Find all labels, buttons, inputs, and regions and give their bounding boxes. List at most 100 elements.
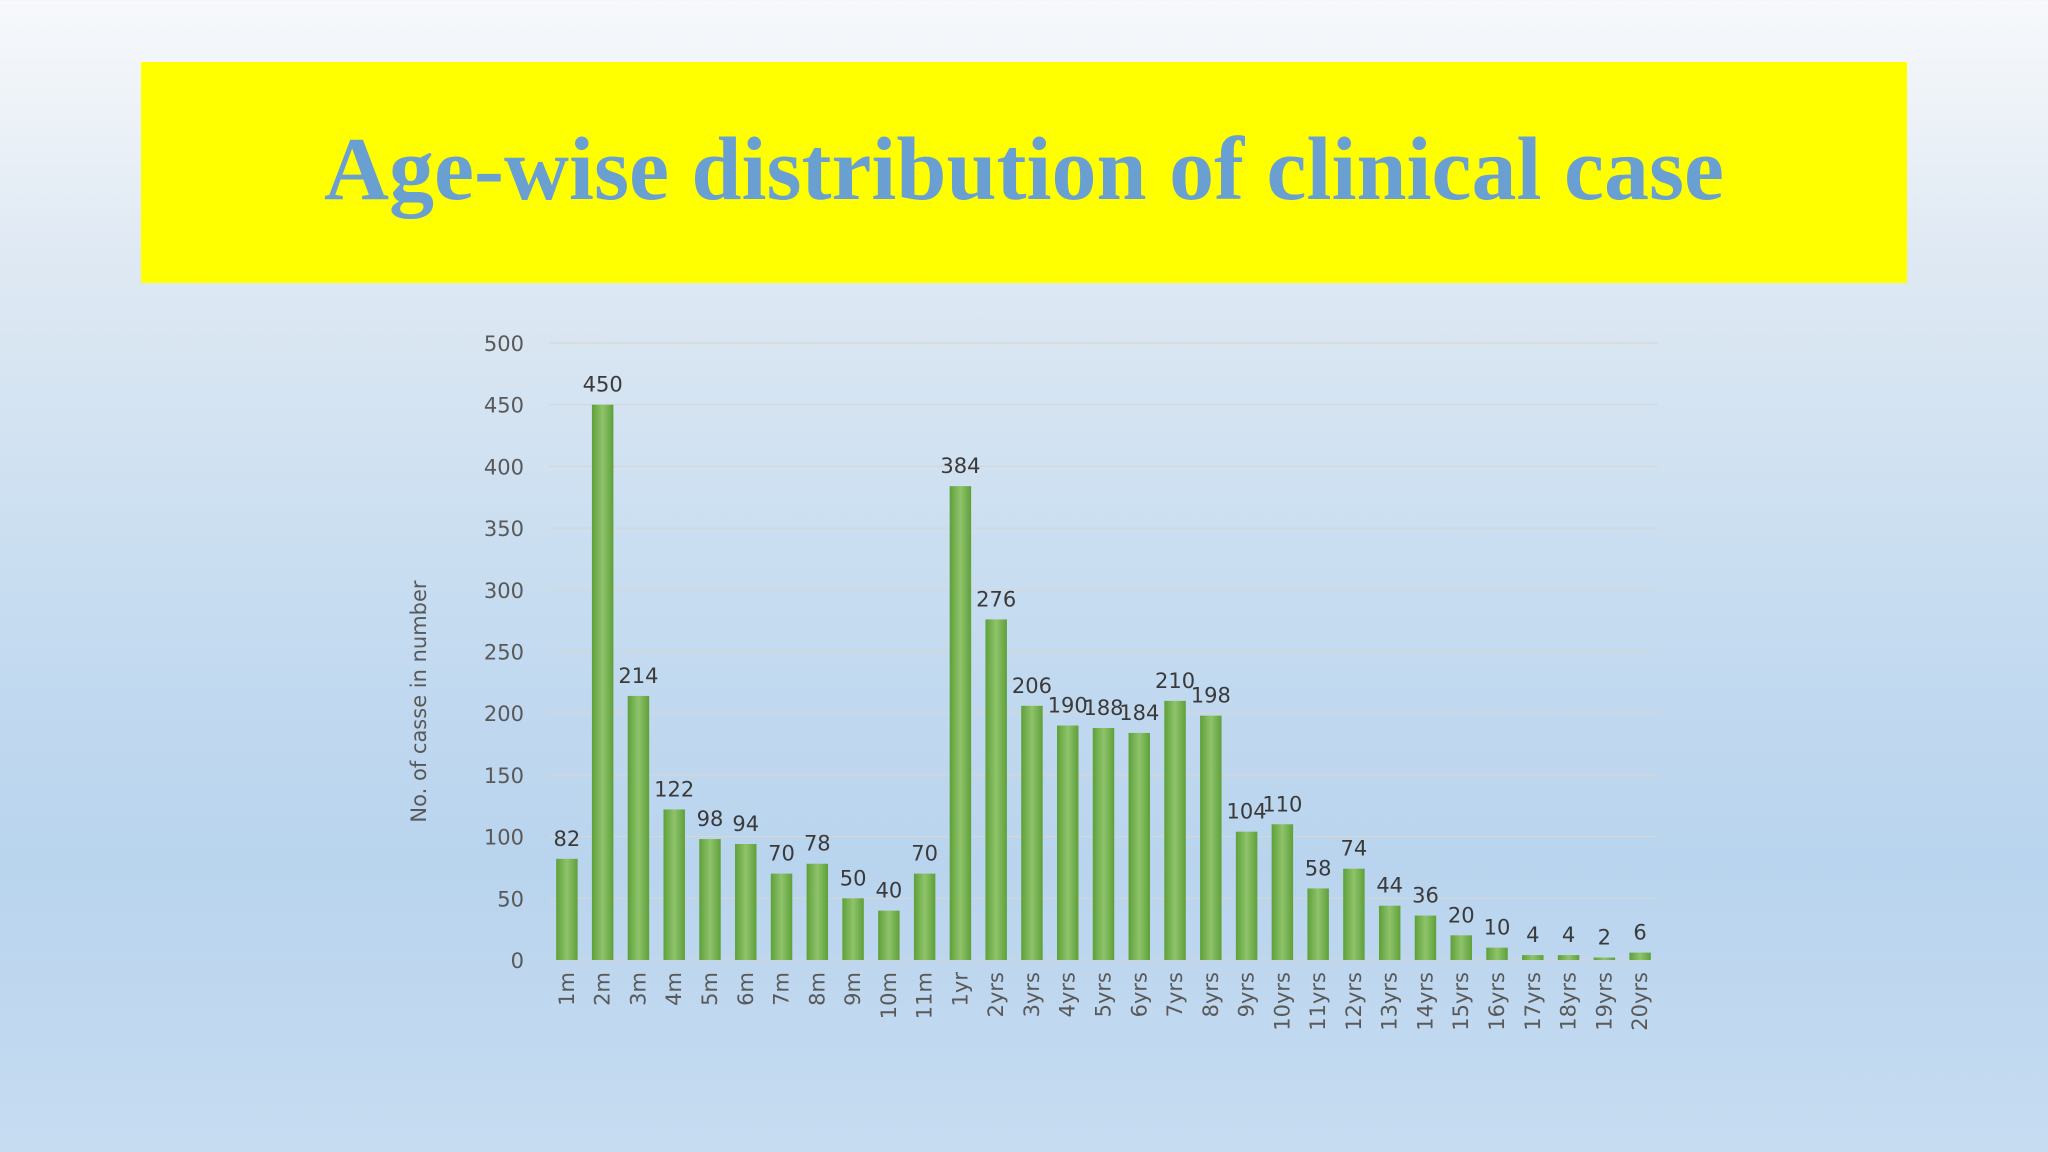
x-tick-label: 20yrs	[1628, 972, 1652, 1031]
x-tick-label: 6yrs	[1127, 972, 1151, 1017]
y-axis-ticks: 0 50 100 150 200 250 300 350 400 450 500	[484, 332, 524, 973]
data-label: 4	[1526, 923, 1539, 947]
x-tick-label: 11m	[913, 972, 937, 1019]
x-tick-label: 10yrs	[1270, 972, 1294, 1031]
x-tick-label: 11yrs	[1306, 972, 1330, 1031]
bar	[913, 873, 936, 960]
y-tick-label: 450	[484, 394, 524, 418]
data-label: 4	[1562, 923, 1575, 947]
data-label: 188	[1083, 696, 1123, 720]
data-label: 82	[554, 827, 581, 851]
bar	[1271, 824, 1294, 960]
data-label: 276	[976, 587, 1016, 611]
data-label: 10	[1484, 916, 1511, 940]
bar	[591, 404, 614, 960]
x-axis-ticks: 1m 2m 3m 4m 5m 6m 7m 8m 9m 10m 11m 1yr 2yrs 3yrs 4yrs 5…	[555, 972, 1652, 1031]
data-label: 384	[940, 454, 980, 478]
y-tick-label: 250	[484, 641, 524, 665]
x-tick-label: 4m	[662, 972, 686, 1006]
data-label: 58	[1305, 856, 1332, 880]
bar	[699, 839, 721, 960]
data-label: 94	[732, 812, 759, 836]
x-tick-label: 2yrs	[984, 972, 1008, 1017]
data-label: 40	[875, 879, 902, 903]
x-tick-label: 12yrs	[1342, 972, 1366, 1031]
bar	[735, 844, 757, 960]
data-label: 74	[1341, 837, 1368, 861]
x-tick-label: 5yrs	[1092, 972, 1116, 1017]
data-label: 50	[840, 866, 867, 890]
x-tick-label: 17yrs	[1521, 972, 1545, 1031]
data-label: 20	[1448, 903, 1475, 927]
bar	[1164, 700, 1186, 960]
x-tick-label: 19yrs	[1592, 972, 1616, 1031]
data-label: 210	[1155, 669, 1195, 693]
page-title: Age-wise distribution of clinical case	[324, 120, 1724, 219]
bar	[878, 910, 900, 960]
title-banner: Age-wise distribution of clinical case	[141, 62, 1907, 283]
y-axis-label: No. of casse in number	[407, 580, 431, 822]
x-tick-label: 14yrs	[1413, 972, 1437, 1031]
bar	[1343, 868, 1365, 960]
y-tick-label: 400	[484, 455, 524, 479]
x-tick-label: 1yr	[948, 972, 972, 1007]
data-label: 450	[583, 373, 623, 397]
data-label: 36	[1412, 884, 1439, 908]
data-label: 198	[1191, 684, 1231, 708]
y-tick-label: 300	[484, 579, 524, 603]
data-label: 2	[1598, 926, 1611, 950]
y-tick-label: 500	[484, 332, 524, 356]
bar	[1450, 935, 1472, 960]
bar	[949, 486, 972, 960]
x-tick-label: 8m	[805, 972, 829, 1006]
bar	[1307, 888, 1329, 960]
bar	[1557, 955, 1580, 960]
bar	[1128, 732, 1151, 960]
data-label: 206	[1012, 674, 1052, 698]
bar	[1021, 705, 1043, 960]
x-tick-label: 16yrs	[1485, 972, 1509, 1031]
y-tick-label: 100	[484, 826, 524, 850]
y-tick-label: 200	[484, 702, 524, 726]
x-tick-label: 6m	[734, 972, 758, 1006]
y-tick-label: 0	[511, 949, 524, 973]
x-tick-label: 9m	[841, 972, 865, 1006]
data-label: 78	[804, 832, 831, 856]
x-tick-label: 3yrs	[1020, 972, 1044, 1017]
data-label: 44	[1376, 874, 1403, 898]
bar	[1378, 905, 1401, 960]
bars	[556, 404, 1651, 960]
bar	[1235, 831, 1258, 960]
data-label: 214	[618, 664, 658, 688]
data-label: 122	[654, 777, 694, 801]
bar	[1629, 952, 1651, 960]
bar	[556, 858, 578, 960]
bar	[663, 809, 685, 960]
x-tick-label: 13yrs	[1378, 972, 1402, 1031]
x-tick-label: 3m	[626, 972, 650, 1006]
y-tick-label: 50	[497, 887, 524, 911]
bar	[1522, 955, 1544, 960]
bar	[1056, 725, 1079, 960]
x-tick-label: 4yrs	[1056, 972, 1080, 1017]
bar	[1414, 915, 1437, 960]
x-tick-label: 10m	[877, 972, 901, 1019]
x-tick-label: 2m	[591, 972, 615, 1006]
x-tick-label: 7yrs	[1163, 972, 1187, 1017]
data-label: 110	[1262, 792, 1302, 816]
data-label: 70	[911, 842, 938, 866]
bar	[770, 873, 793, 960]
x-tick-label: 15yrs	[1449, 972, 1473, 1031]
x-tick-label: 1m	[555, 972, 579, 1006]
x-tick-label: 9yrs	[1235, 972, 1259, 1017]
bar	[1200, 715, 1222, 960]
bar	[806, 863, 829, 960]
bar	[985, 619, 1007, 960]
gridlines	[549, 342, 1658, 961]
data-label: 190	[1048, 694, 1088, 718]
bar	[842, 898, 864, 960]
y-tick-label: 350	[484, 517, 524, 541]
data-label: 104	[1227, 800, 1267, 824]
